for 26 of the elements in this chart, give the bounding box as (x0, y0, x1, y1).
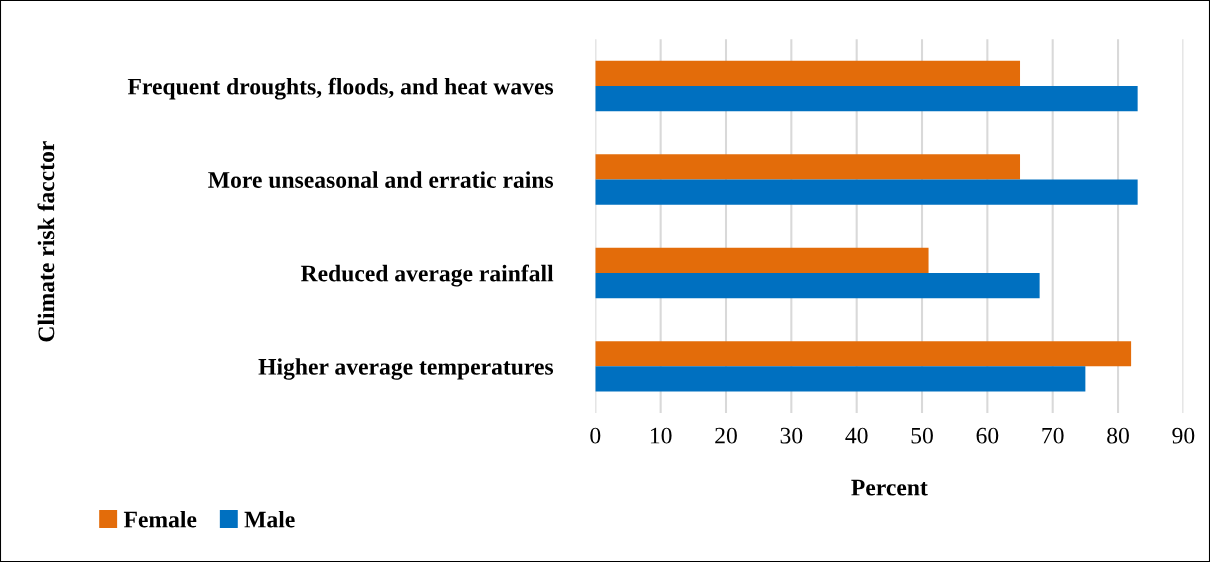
y-tick-label: Frequent droughts, floods, and heat waves (127, 77, 554, 100)
x-tick-label: 50 (911, 427, 933, 444)
y-tick-label: Reduced average rainfall (300, 264, 554, 287)
x-tick-label: 20 (715, 427, 737, 444)
bar (595, 154, 1021, 180)
x-tick-label: 0 (590, 427, 601, 444)
x-tick-label: 70 (1042, 427, 1064, 444)
x-tick-label: 90 (1172, 427, 1195, 444)
legend-label: Male (244, 510, 295, 528)
bar (595, 60, 1021, 87)
bar (595, 247, 929, 273)
y-tick-label: More unseasonal and erratic rains (208, 171, 554, 188)
bar (595, 86, 1138, 112)
bar (595, 366, 1086, 392)
x-tick-label: 30 (780, 427, 803, 444)
x-axis-title: Percent (851, 479, 928, 496)
y-axis-title: Climate risk facctor (37, 141, 55, 342)
legend-label: Female (123, 510, 197, 528)
x-tick-label: 10 (650, 427, 672, 444)
y-tick-label: Higher average temperatures (258, 358, 554, 380)
bar (595, 179, 1138, 205)
bar (595, 341, 1132, 367)
bar (595, 272, 1040, 299)
x-tick-label: 40 (845, 427, 868, 444)
x-tick-label: 80 (1107, 427, 1129, 444)
x-tick-label: 60 (976, 427, 999, 444)
